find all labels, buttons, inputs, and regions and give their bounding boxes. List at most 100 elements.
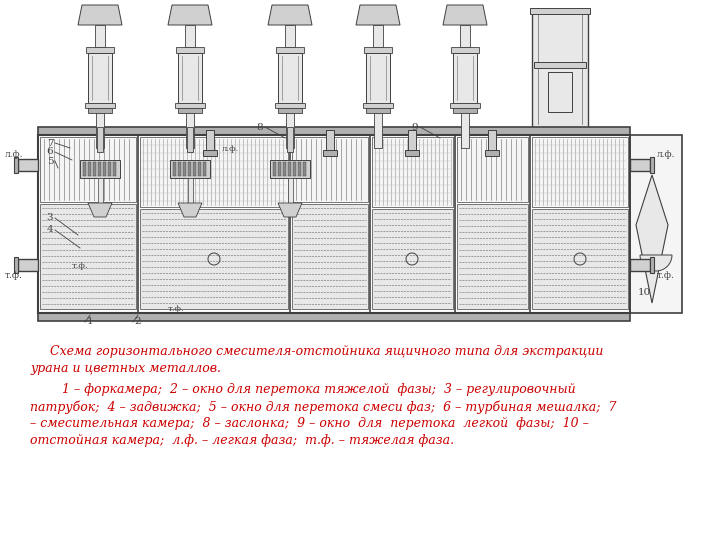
- Bar: [113, 162, 116, 176]
- Bar: [275, 103, 305, 108]
- Bar: [292, 137, 368, 202]
- Bar: [457, 137, 528, 202]
- Text: 4: 4: [47, 226, 53, 234]
- Bar: [173, 162, 176, 176]
- Bar: [140, 209, 288, 309]
- Bar: [288, 162, 291, 176]
- Bar: [488, 130, 496, 150]
- Text: 6: 6: [47, 147, 53, 157]
- Bar: [287, 127, 293, 152]
- Bar: [532, 10, 588, 128]
- Bar: [276, 47, 304, 53]
- Bar: [270, 160, 310, 178]
- Bar: [40, 137, 136, 202]
- Bar: [178, 162, 181, 176]
- Bar: [630, 159, 650, 171]
- Bar: [323, 150, 337, 156]
- Bar: [457, 204, 528, 309]
- Bar: [460, 25, 470, 47]
- Polygon shape: [356, 5, 400, 25]
- Bar: [372, 137, 453, 207]
- Bar: [170, 160, 210, 178]
- Bar: [80, 160, 120, 178]
- Bar: [372, 209, 453, 309]
- Text: 3: 3: [47, 213, 53, 222]
- Bar: [93, 162, 96, 176]
- Text: т.ф.: т.ф.: [168, 305, 184, 313]
- Text: 1 – форкамера;  2 – окно для перетока тяжелой  фазы;  3 – регулировочный: 1 – форкамера; 2 – окно для перетока тяж…: [30, 383, 575, 396]
- Bar: [193, 162, 196, 176]
- Text: л.ф.: л.ф.: [5, 150, 24, 159]
- Bar: [548, 72, 572, 112]
- Bar: [178, 53, 202, 103]
- Bar: [38, 127, 630, 135]
- Bar: [453, 53, 477, 103]
- Polygon shape: [168, 5, 212, 25]
- Bar: [650, 157, 654, 173]
- Text: 1: 1: [86, 318, 94, 327]
- Bar: [187, 127, 193, 152]
- Polygon shape: [88, 203, 112, 217]
- Bar: [98, 162, 101, 176]
- Text: 7: 7: [47, 138, 53, 147]
- Bar: [38, 135, 630, 313]
- Bar: [630, 135, 682, 313]
- Bar: [326, 130, 334, 150]
- Bar: [278, 108, 302, 113]
- Bar: [366, 53, 390, 103]
- Text: Схема горизонтального смесителя-отстойника ящичного типа для экстракции: Схема горизонтального смесителя-отстойни…: [30, 345, 603, 358]
- Bar: [108, 162, 111, 176]
- Bar: [298, 162, 301, 176]
- Bar: [287, 178, 292, 203]
- Bar: [187, 178, 192, 203]
- Bar: [534, 62, 586, 68]
- Text: 8: 8: [257, 123, 264, 132]
- Text: л.ф.: л.ф.: [657, 150, 675, 159]
- Polygon shape: [636, 175, 668, 303]
- Bar: [97, 127, 103, 152]
- Bar: [532, 137, 628, 207]
- Text: т.ф.: т.ф.: [5, 271, 23, 280]
- Bar: [14, 257, 18, 273]
- Bar: [86, 47, 114, 53]
- Text: урана и цветных металлов.: урана и цветных металлов.: [30, 362, 221, 375]
- Text: 10: 10: [638, 288, 652, 297]
- Bar: [650, 257, 654, 273]
- Bar: [96, 113, 104, 148]
- Polygon shape: [268, 5, 312, 25]
- Bar: [206, 130, 214, 150]
- Bar: [303, 162, 306, 176]
- Bar: [453, 108, 477, 113]
- Bar: [485, 150, 499, 156]
- Bar: [203, 162, 206, 176]
- Bar: [292, 204, 368, 309]
- Text: 5: 5: [47, 157, 53, 165]
- Polygon shape: [640, 255, 672, 271]
- Bar: [95, 25, 105, 47]
- Bar: [175, 103, 205, 108]
- Bar: [178, 108, 202, 113]
- Text: т.ф.: т.ф.: [657, 271, 675, 280]
- Polygon shape: [178, 203, 202, 217]
- Bar: [185, 25, 195, 47]
- Bar: [97, 178, 102, 203]
- Bar: [140, 137, 288, 207]
- Bar: [186, 113, 194, 148]
- Polygon shape: [278, 203, 302, 217]
- Bar: [14, 157, 18, 173]
- Bar: [85, 103, 115, 108]
- Text: 9: 9: [412, 123, 418, 132]
- Bar: [203, 150, 217, 156]
- Polygon shape: [443, 5, 487, 25]
- Bar: [88, 53, 112, 103]
- Bar: [278, 53, 302, 103]
- Bar: [366, 108, 390, 113]
- Bar: [103, 162, 106, 176]
- Text: отстойная камера;  л.ф. – легкая фаза;  т.ф. – тяжелая фаза.: отстойная камера; л.ф. – легкая фаза; т.…: [30, 434, 454, 447]
- Bar: [88, 162, 91, 176]
- Bar: [532, 209, 628, 309]
- Bar: [273, 162, 276, 176]
- Bar: [285, 25, 295, 47]
- Bar: [198, 162, 201, 176]
- Bar: [18, 159, 38, 171]
